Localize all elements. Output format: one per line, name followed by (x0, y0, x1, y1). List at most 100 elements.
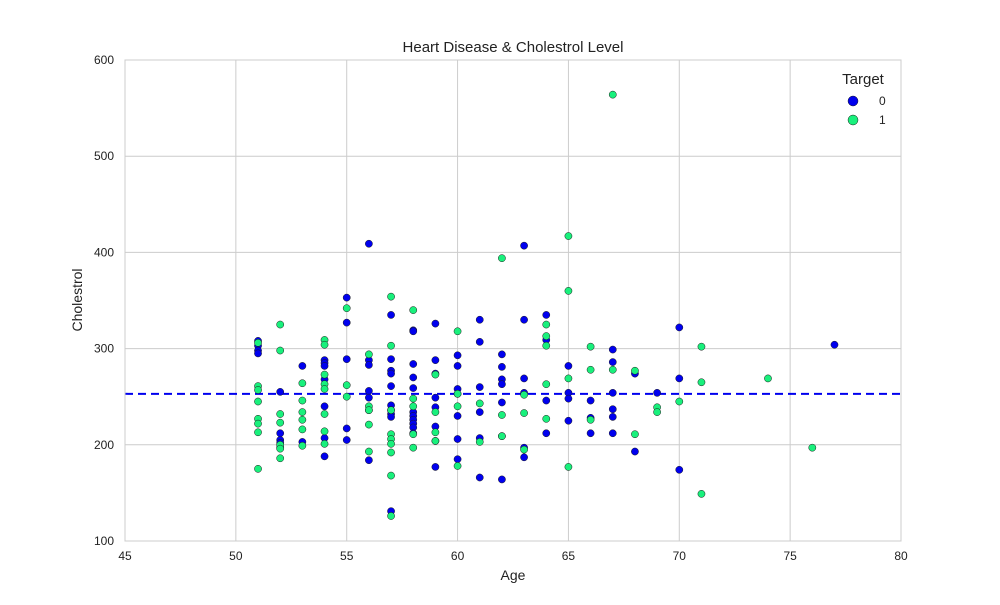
data-point-target-0 (608, 413, 617, 421)
data-point-target-0 (631, 447, 639, 456)
data-point-target-1 (697, 490, 706, 498)
data-point-target-1 (409, 430, 418, 439)
data-point-target-0 (453, 455, 462, 464)
data-point-target-1 (387, 341, 395, 350)
data-point-target-1 (631, 430, 639, 439)
legend-marker-1 (847, 114, 859, 126)
data-point-target-1 (387, 471, 395, 480)
data-point-target-1 (542, 332, 551, 340)
data-point-target-1 (365, 350, 373, 359)
data-point-target-0 (276, 388, 285, 396)
data-point-target-0 (520, 315, 528, 324)
data-point-target-0 (498, 363, 506, 371)
data-point-target-1 (453, 402, 462, 411)
data-point-target-0 (409, 373, 418, 382)
data-point-target-0 (608, 429, 617, 438)
data-point-target-1 (276, 346, 285, 355)
x-tick-label: 75 (783, 549, 797, 563)
data-point-target-0 (431, 393, 440, 402)
data-point-target-1 (409, 394, 418, 403)
data-point-target-1 (564, 463, 573, 471)
data-point-target-1 (475, 399, 484, 408)
data-point-target-0 (365, 456, 373, 465)
plot-area (125, 60, 901, 541)
data-point-target-0 (675, 323, 684, 332)
data-point-target-0 (431, 356, 440, 364)
data-point-target-1 (564, 374, 573, 383)
data-point-target-1 (387, 439, 395, 448)
data-point-target-0 (365, 239, 373, 248)
data-point-target-1 (697, 378, 706, 387)
data-point-target-0 (365, 393, 373, 402)
data-point-target-1 (453, 462, 462, 470)
legend-label-1: 1 (879, 113, 886, 127)
data-point-target-1 (320, 385, 329, 393)
data-point-target-1 (298, 408, 307, 416)
data-point-target-1 (542, 341, 551, 350)
data-point-target-1 (365, 406, 373, 415)
data-point-target-1 (542, 414, 551, 423)
data-point-target-1 (431, 437, 440, 445)
data-point-target-0 (453, 412, 462, 420)
data-point-target-0 (365, 361, 373, 369)
data-point-target-1 (298, 415, 307, 424)
data-point-target-0 (387, 369, 395, 378)
data-point-target-1 (542, 320, 551, 329)
data-point-target-1 (387, 292, 395, 301)
data-point-target-0 (498, 398, 506, 407)
data-point-target-1 (254, 338, 262, 347)
data-point-target-0 (498, 475, 506, 484)
data-point-target-1 (276, 418, 285, 427)
data-point-target-1 (453, 327, 462, 336)
data-point-target-0 (608, 358, 617, 366)
data-point-target-0 (608, 345, 617, 354)
data-point-target-0 (453, 362, 462, 370)
data-point-target-1 (608, 90, 617, 99)
data-point-target-0 (453, 435, 462, 443)
data-point-target-1 (586, 365, 595, 374)
data-point-target-0 (475, 338, 484, 346)
plot-frame (124, 59, 902, 542)
data-point-target-1 (697, 342, 706, 351)
data-point-target-1 (342, 381, 351, 390)
data-point-target-0 (387, 311, 395, 319)
data-point-target-1 (653, 408, 661, 416)
data-point-target-1 (453, 389, 462, 398)
data-point-target-0 (342, 293, 351, 302)
data-point-target-0 (365, 387, 373, 395)
data-point-target-0 (542, 429, 551, 438)
data-point-target-0 (475, 383, 484, 391)
x-tick-label: 50 (229, 549, 243, 563)
data-point-target-1 (298, 425, 307, 434)
data-point-target-1 (520, 390, 528, 399)
data-point-target-1 (564, 232, 573, 240)
data-point-target-0 (586, 429, 595, 438)
data-point-target-0 (564, 394, 573, 403)
data-point-target-0 (475, 473, 484, 482)
data-point-target-1 (675, 397, 684, 406)
data-points (254, 90, 839, 520)
x-tick-labels: 45 50 55 60 65 70 75 80 (118, 549, 908, 563)
data-point-target-0 (320, 362, 329, 370)
data-point-target-1 (542, 380, 551, 389)
data-point-target-1 (387, 512, 395, 520)
data-point-target-1 (498, 432, 506, 440)
data-point-target-1 (298, 379, 307, 388)
data-point-target-0 (475, 315, 484, 324)
y-tick-labels: 100 200 300 400 500 600 (94, 53, 114, 548)
data-point-target-1 (254, 397, 262, 406)
data-point-target-0 (542, 396, 551, 405)
data-point-target-1 (409, 443, 418, 452)
y-tick-label: 500 (94, 149, 114, 163)
data-point-target-0 (586, 396, 595, 405)
data-point-target-0 (564, 362, 573, 370)
chart-title: Heart Disease & Cholestrol Level (403, 39, 624, 56)
data-point-target-1 (254, 428, 262, 437)
data-point-target-1 (808, 443, 817, 452)
data-point-target-1 (764, 374, 772, 383)
data-point-target-1 (586, 342, 595, 351)
y-tick-label: 300 (94, 342, 114, 356)
data-point-target-1 (387, 406, 395, 415)
data-point-target-1 (276, 410, 285, 418)
